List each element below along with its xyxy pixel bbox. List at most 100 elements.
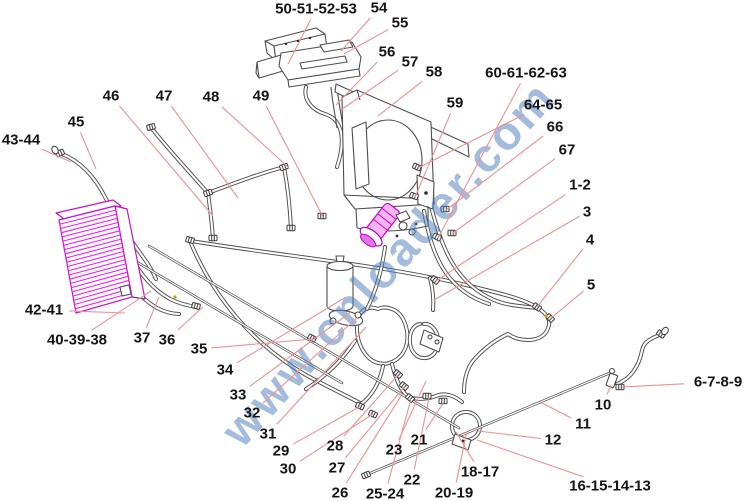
- radiator-fin-line: [62, 226, 119, 242]
- leader-line-32: [262, 316, 359, 404]
- callout-label-29: 29: [273, 443, 290, 460]
- leader-line-30: [299, 413, 374, 462]
- callout-label-60-61-62-63: 60-61-62-63: [485, 65, 567, 82]
- callout-label-37: 37: [134, 330, 151, 347]
- radiator-fin-line: [68, 255, 125, 272]
- callout-label-11: 11: [575, 416, 591, 433]
- leader-line-5: [550, 290, 584, 319]
- callout-label-34: 34: [217, 362, 234, 379]
- callout-label-43-44: 43-44: [2, 132, 41, 149]
- leader-line-57: [340, 69, 399, 111]
- callout-label-30: 30: [280, 461, 297, 478]
- radiator-fin-line: [71, 271, 128, 289]
- leader-line-33: [249, 311, 352, 387]
- callout-label-32: 32: [244, 405, 261, 422]
- callout-label-49: 49: [253, 88, 270, 105]
- callout-label-21: 21: [411, 432, 428, 449]
- callout-label-25-24: 25-24: [366, 486, 405, 501]
- leader-line-49: [265, 106, 324, 218]
- radiator-fin-line: [66, 246, 123, 263]
- leader-line-43-44: [41, 148, 72, 163]
- callout-label-33: 33: [230, 387, 247, 404]
- callout-label-12: 12: [545, 432, 562, 449]
- leader-line-50-51-52-53: [287, 19, 312, 65]
- callout-label-31: 31: [260, 426, 277, 443]
- callout-label-50-51-52-53: 50-51-52-53: [275, 1, 357, 18]
- leader-line-3: [433, 215, 580, 301]
- leader-line-25-24: [387, 398, 412, 484]
- leader-line-59: [414, 113, 452, 198]
- radiator-fin-line: [63, 230, 120, 246]
- callout-label-56: 56: [379, 44, 396, 61]
- radiator-fin-line: [65, 238, 122, 255]
- leader-line-26: [345, 395, 402, 484]
- accumulator: [326, 255, 364, 327]
- leader-line-28: [343, 374, 399, 437]
- leader-line-6-7-8-9: [621, 383, 685, 388]
- leader-line-12: [477, 430, 541, 440]
- leader-line-56: [335, 61, 378, 106]
- radiator-fin-line: [71, 275, 129, 293]
- fittings: [51, 122, 669, 480]
- leader-line-23: [398, 380, 427, 440]
- radiator-fin-line: [61, 217, 118, 234]
- callout-label-23: 23: [386, 442, 403, 459]
- callout-label-28: 28: [327, 438, 344, 455]
- leader-line-4: [536, 248, 584, 308]
- callout-label-66: 66: [547, 119, 564, 136]
- callout-label-42-41: 42-41: [25, 302, 63, 319]
- callout-label-27: 27: [329, 460, 346, 477]
- radiator: [55, 199, 146, 314]
- callout-label-26: 26: [332, 485, 349, 501]
- callout-label-47: 47: [156, 88, 173, 105]
- leader-line-20-19: [455, 430, 468, 483]
- fan-shroud: [334, 83, 470, 232]
- leader-line-21: [425, 401, 445, 431]
- callout-label-4: 4: [586, 232, 595, 249]
- valve-block-assembly: [255, 27, 362, 88]
- leader-line-67: [452, 158, 556, 234]
- leader-line-66: [445, 135, 544, 211]
- leader-line-64-65: [417, 113, 525, 169]
- callout-label-58: 58: [426, 64, 443, 81]
- radiator-fin-line: [70, 267, 127, 284]
- radiator-fin-line: [65, 242, 123, 259]
- callout-label-36: 36: [159, 332, 176, 349]
- leader-line-31: [276, 326, 367, 425]
- leader-line-22: [413, 397, 430, 470]
- callout-label-18-17: 18-17: [461, 464, 499, 481]
- clamp-screw-highlight: [173, 295, 177, 299]
- leader-line-45: [79, 132, 97, 170]
- radiator-fin-line: [69, 263, 126, 280]
- leader-line-11: [539, 401, 572, 419]
- callout-label-35: 35: [191, 341, 208, 358]
- callout-label-64-65: 64-65: [524, 97, 562, 114]
- leader-line-35: [211, 338, 314, 349]
- callout-label-54: 54: [371, 0, 388, 17]
- oil-filter: [359, 202, 401, 248]
- leader-line-10: [606, 384, 612, 395]
- leader-line-36: [177, 306, 204, 331]
- leader-line-55: [343, 29, 389, 55]
- callout-label-22: 22: [404, 472, 421, 489]
- valve-cluster: [395, 210, 418, 238]
- callout-label-48: 48: [203, 89, 220, 106]
- callout-label-6-7-8-9: 6-7-8-9: [694, 374, 742, 391]
- clamp-screw-highlight: [544, 314, 548, 318]
- callout-label-16-15-14-13: 16-15-14-13: [569, 478, 651, 495]
- leader-line-34: [236, 296, 347, 364]
- callout-label-10: 10: [595, 397, 612, 414]
- radiator-fin-line: [60, 213, 117, 229]
- radiator-fin-line: [67, 250, 124, 268]
- leader-line-37: [145, 296, 160, 328]
- radiator-fin-line: [72, 279, 130, 297]
- leader-line-29: [292, 405, 362, 445]
- leader-line-40-39-38: [91, 290, 152, 331]
- leader-line-1-2: [435, 194, 566, 282]
- leader-line-54: [340, 17, 371, 52]
- callout-label-46: 46: [103, 88, 120, 105]
- leader-lines: [41, 17, 685, 484]
